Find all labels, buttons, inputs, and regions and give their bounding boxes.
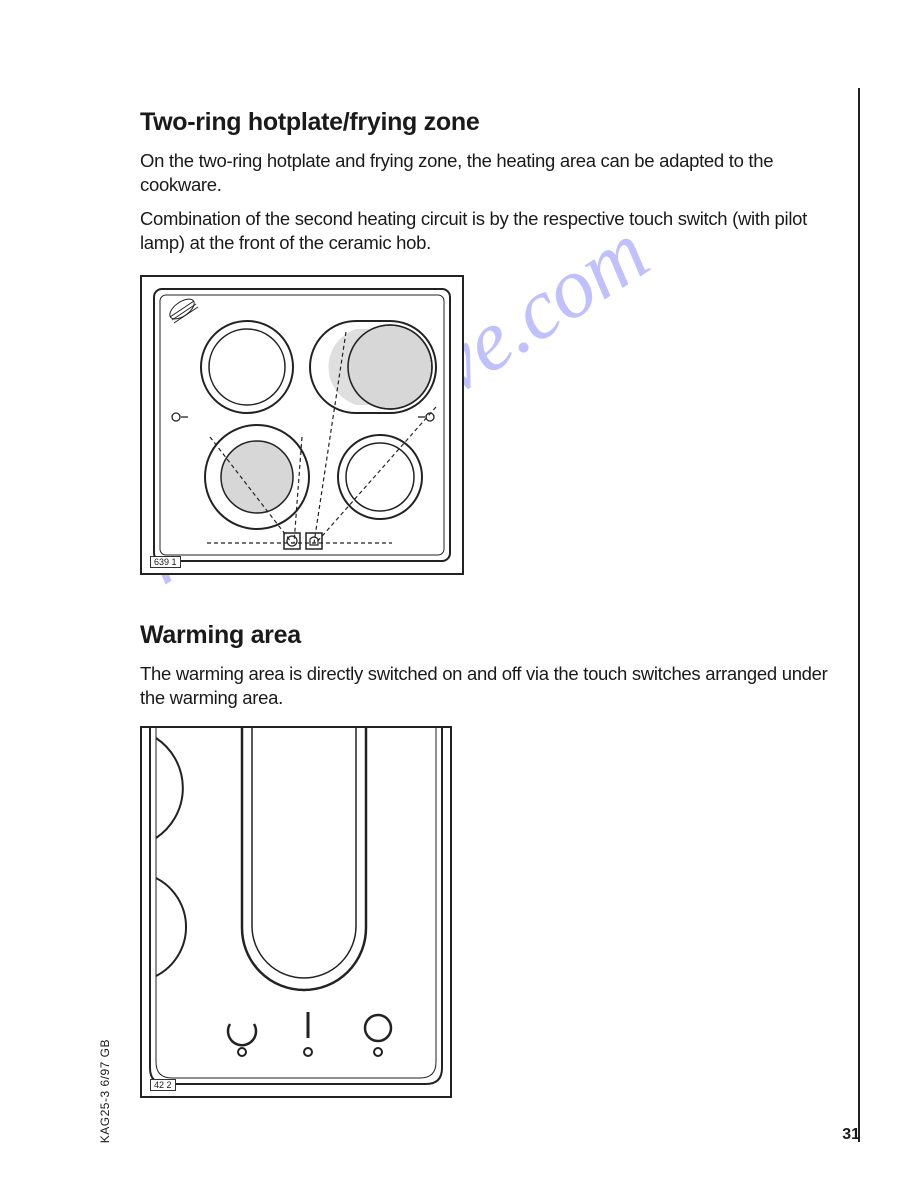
- figure-warming-area: 42 2: [140, 726, 452, 1098]
- page-number: 31: [842, 1126, 860, 1144]
- section1-paragraph2: Combination of the second heating circui…: [140, 207, 846, 255]
- hotplate-diagram: [142, 277, 462, 573]
- section1-paragraph1: On the two-ring hotplate and frying zone…: [140, 149, 846, 197]
- warming-area-diagram: [142, 728, 450, 1096]
- section2-title: Warming area: [140, 621, 846, 650]
- page-content: Two-ring hotplate/frying zone On the two…: [140, 88, 860, 1142]
- section1-title: Two-ring hotplate/frying zone: [140, 108, 846, 137]
- section2: Warming area The warming area is directl…: [140, 621, 846, 1098]
- section2-paragraph1: The warming area is directly switched on…: [140, 662, 846, 710]
- figure1-label: 639 1: [150, 556, 181, 568]
- document-code: KAG25-3 6/97 GB: [98, 1039, 112, 1143]
- figure2-label: 42 2: [150, 1079, 176, 1091]
- figure-hotplate: 639 1: [140, 275, 464, 575]
